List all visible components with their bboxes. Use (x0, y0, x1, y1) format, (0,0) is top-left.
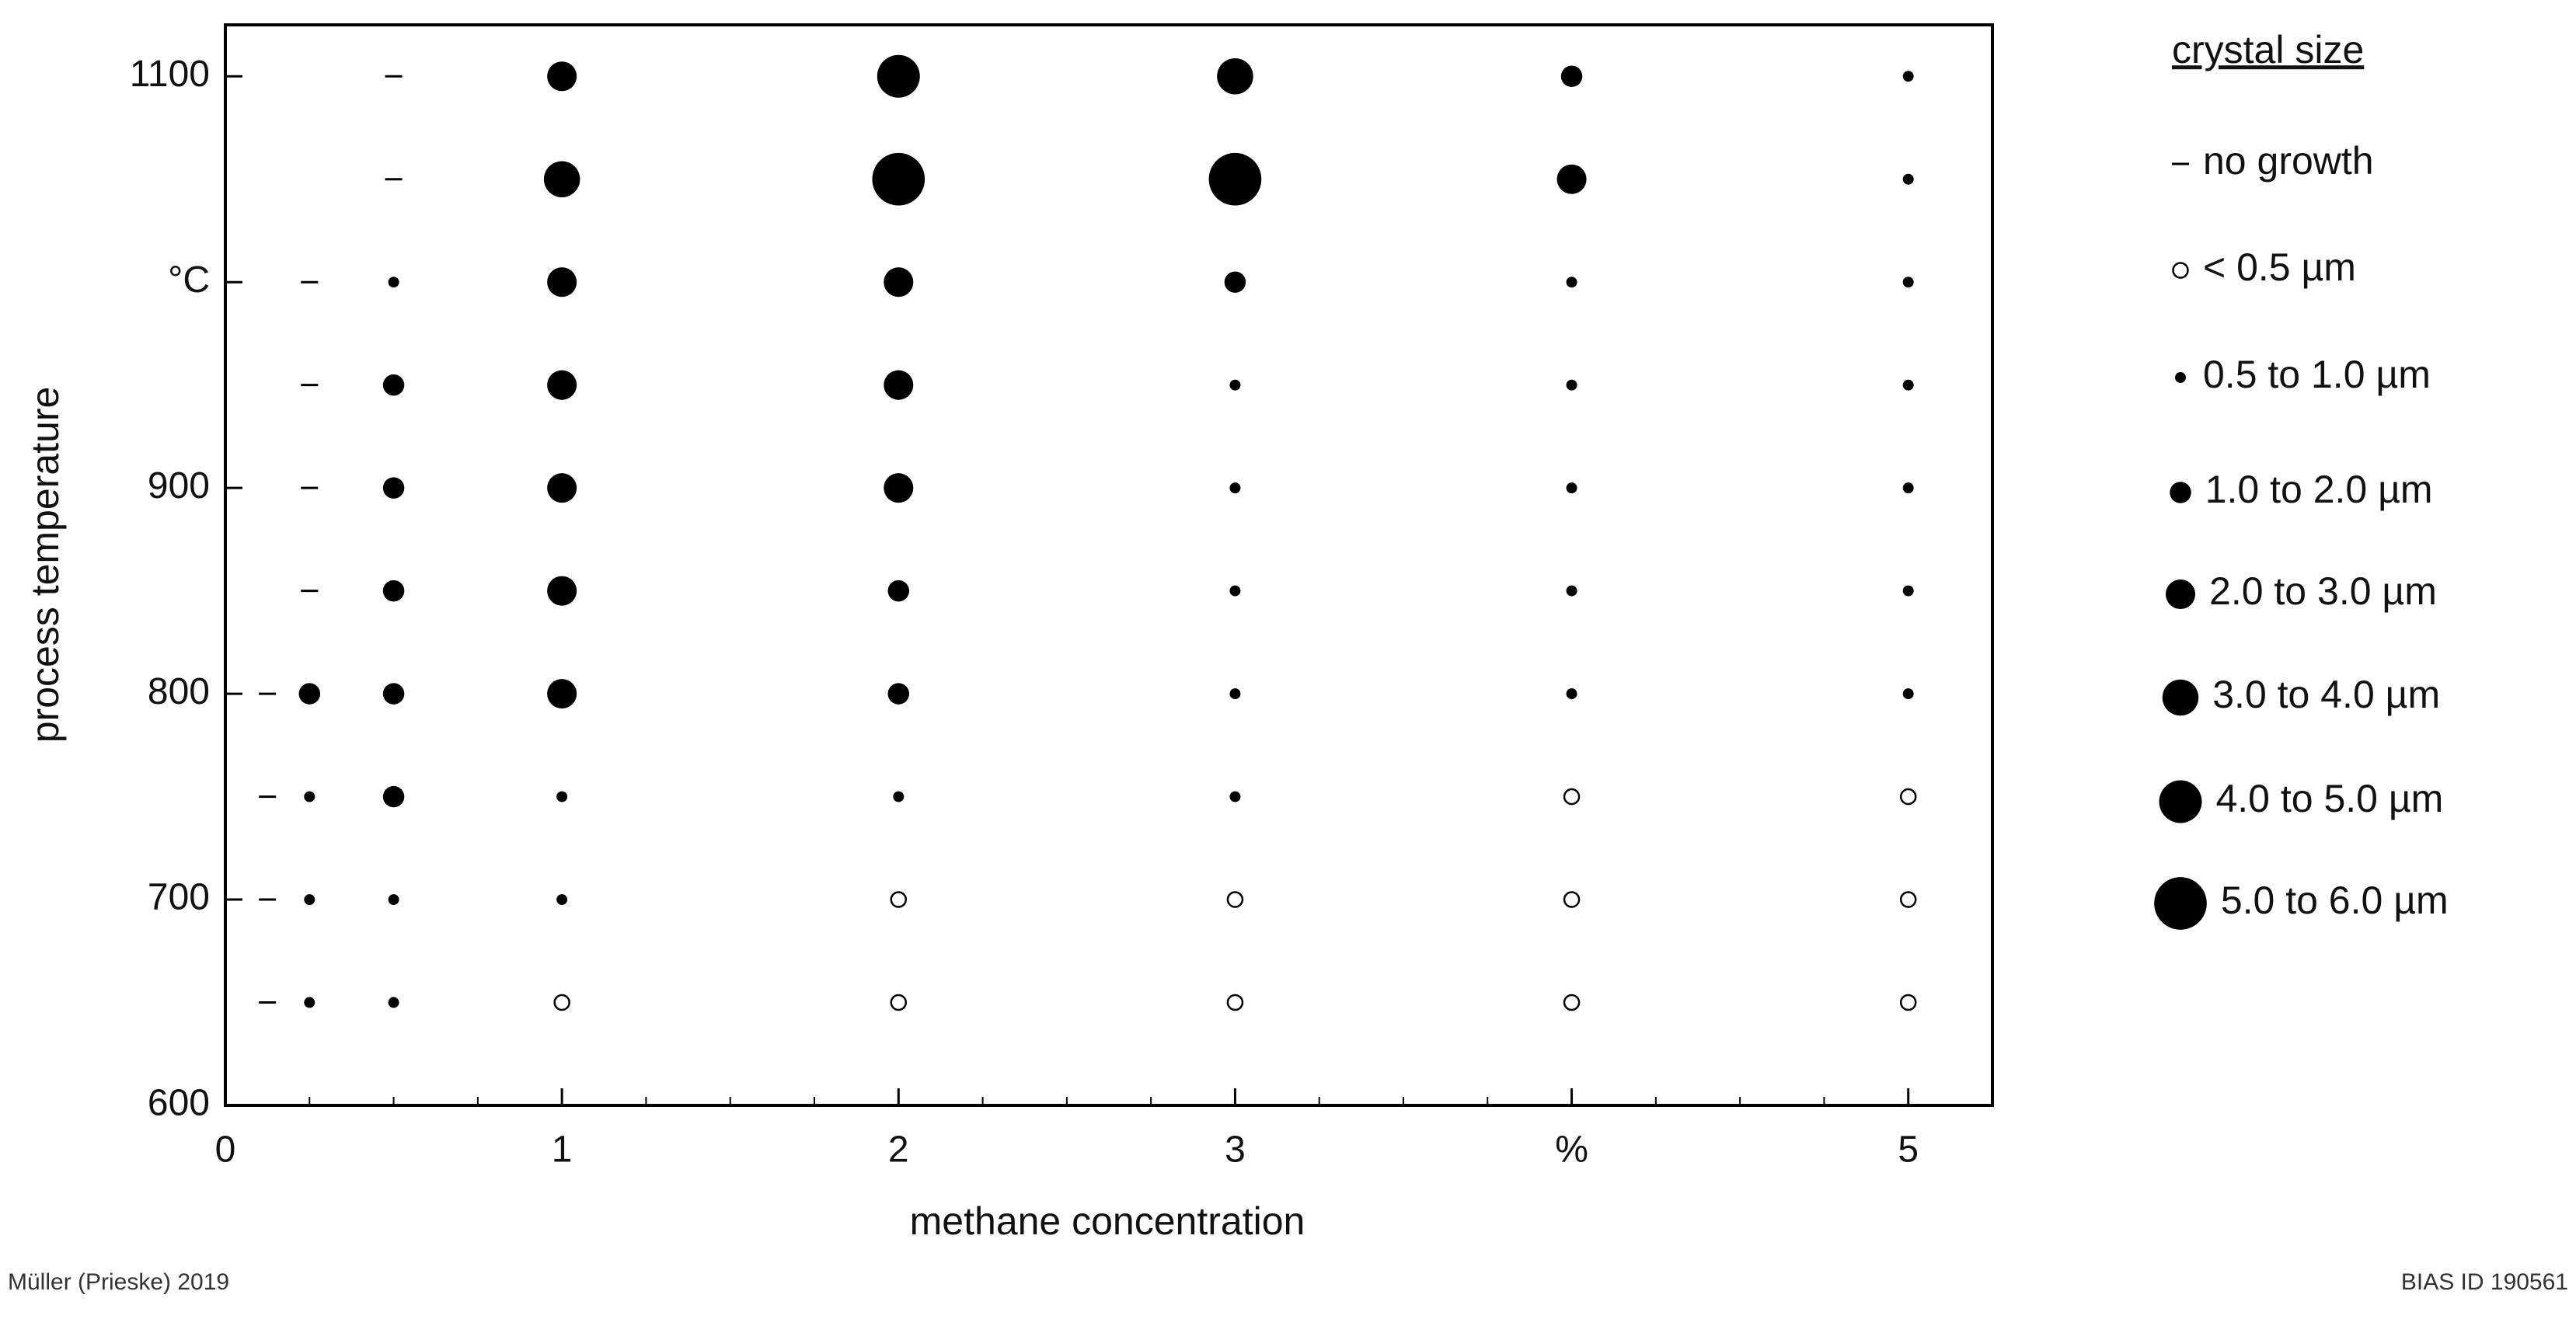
x-tick-label: 5 (1898, 1129, 1919, 1171)
marker (388, 894, 399, 906)
marker (382, 374, 405, 396)
marker-open (1899, 994, 1917, 1011)
legend-label: 0.5 to 1.0 µm (2203, 353, 2431, 396)
y-tick-label: °C (168, 259, 210, 301)
marker-open (1226, 994, 1244, 1011)
marker (547, 576, 577, 606)
marker (1229, 379, 1241, 391)
legend-title: crystal size (2172, 28, 2364, 71)
x-tick-label: 3 (1225, 1129, 1246, 1171)
x-axis-label: methane concentration (910, 1199, 1305, 1243)
footer-left: Müller (Prieske) 2019 (8, 1269, 229, 1295)
x-tick-label: 1 (552, 1129, 573, 1171)
marker (893, 791, 905, 802)
marker (887, 579, 910, 602)
marker-open (1226, 891, 1244, 908)
marker (884, 473, 914, 503)
marker (1902, 482, 1914, 494)
marker (388, 997, 399, 1008)
marker (1902, 379, 1914, 391)
marker (298, 683, 321, 705)
marker (388, 277, 399, 288)
marker-open (1563, 891, 1581, 908)
marker (382, 477, 405, 499)
marker (1229, 688, 1241, 700)
legend-label: 2.0 to 3.0 µm (2209, 569, 2437, 613)
marker (2162, 679, 2199, 716)
marker (304, 894, 315, 906)
marker (1229, 482, 1241, 494)
marker-open (1899, 891, 1917, 908)
marker (1556, 164, 1587, 194)
marker (556, 791, 568, 802)
marker (872, 152, 925, 206)
marker (543, 161, 580, 197)
marker (1902, 585, 1914, 597)
marker (547, 679, 577, 709)
legend-label: 4.0 to 5.0 µm (2215, 777, 2443, 820)
marker (556, 894, 568, 906)
marker (304, 791, 315, 802)
plot-frame (224, 23, 1994, 1107)
marker-open (1563, 788, 1581, 806)
marker (1229, 585, 1241, 597)
y-tick-label: 700 (148, 877, 210, 918)
marker-open (2172, 262, 2189, 279)
marker (382, 683, 405, 705)
legend-label: 5.0 to 6.0 µm (2221, 879, 2449, 922)
marker (1208, 152, 1262, 206)
marker (1224, 271, 1246, 293)
marker (2154, 877, 2207, 930)
legend-label: no growth (2203, 139, 2374, 183)
y-tick-label: 600 (148, 1083, 210, 1124)
marker-open (1563, 994, 1581, 1011)
x-tick-label: 0 (215, 1129, 236, 1171)
marker (1217, 57, 1253, 95)
marker (1566, 379, 1577, 391)
marker (1560, 65, 1583, 87)
marker (1902, 173, 1914, 185)
y-axis-label: process temperature (23, 387, 67, 743)
marker (1566, 688, 1577, 700)
marker (382, 785, 405, 808)
marker (1902, 277, 1914, 288)
marker (884, 267, 914, 298)
marker-open (890, 994, 908, 1011)
marker (884, 370, 914, 400)
marker (382, 579, 405, 602)
marker (887, 683, 910, 705)
y-tick-label: 1100 (130, 54, 210, 95)
marker-open (890, 891, 908, 908)
marker (1902, 71, 1914, 82)
marker (547, 267, 577, 298)
x-tick-label: 2 (888, 1129, 909, 1171)
marker-open (1899, 788, 1917, 806)
marker (547, 61, 577, 92)
marker (304, 997, 315, 1008)
y-tick-label: 900 (148, 465, 210, 506)
marker (547, 473, 577, 503)
marker (877, 54, 920, 98)
y-tick-label: 800 (148, 671, 210, 712)
marker (547, 370, 577, 400)
marker (2159, 780, 2202, 823)
legend-label: 1.0 to 2.0 µm (2205, 468, 2433, 511)
legend-label: < 0.5 µm (2203, 245, 2356, 289)
marker (1229, 791, 1241, 802)
marker (2170, 482, 2191, 503)
marker (1902, 688, 1914, 700)
marker (1566, 482, 1577, 494)
marker (2165, 579, 2196, 610)
footer-right: BIAS ID 190561 (2401, 1269, 2568, 1295)
x-tick-label: % (1555, 1129, 1588, 1171)
marker (1566, 277, 1577, 288)
legend-label: 3.0 to 4.0 µm (2212, 673, 2440, 716)
marker-open (553, 994, 570, 1011)
marker (2175, 372, 2186, 383)
marker (1566, 585, 1577, 597)
